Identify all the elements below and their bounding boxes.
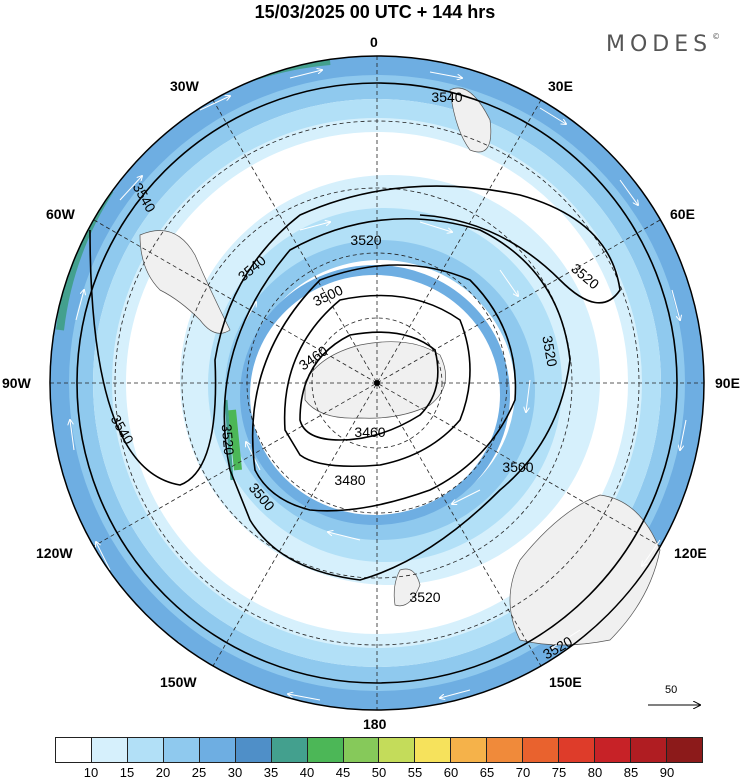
- brand-name: MODES: [606, 32, 713, 57]
- colorbar-tick-label: 30: [227, 765, 243, 780]
- colorbar-tick-label: 60: [443, 765, 459, 780]
- graticule: [50, 56, 704, 710]
- colorbar-cell: [127, 738, 164, 762]
- colorbar-tick-label: 85: [623, 765, 639, 780]
- colorbar-tick-label: 45: [335, 765, 351, 780]
- lon-label-90w: 90W: [2, 375, 31, 391]
- colorbar-cell: [56, 738, 92, 762]
- lon-label-30e: 30E: [548, 78, 573, 94]
- lon-label-150e: 150E: [549, 674, 582, 690]
- page-title: 15/03/2025 00 UTC + 144 hrs: [254, 2, 496, 22]
- colorbar-cell: [451, 738, 488, 762]
- colorbar-tick-label: 55: [407, 765, 423, 780]
- vector-scale-label: 50: [665, 684, 678, 696]
- colorbar-tick-label: 75: [551, 765, 567, 780]
- colorbar-cell: [163, 738, 200, 762]
- contour-label-12: 3500: [502, 459, 533, 475]
- south-pole-marker: [374, 380, 380, 386]
- colorbar-cell: [487, 738, 524, 762]
- colorbar-cell: [235, 738, 272, 762]
- brand-mark: ©: [712, 32, 721, 41]
- colorbar-tick-label: 90: [659, 765, 675, 780]
- lon-label-60w: 60W: [46, 206, 75, 222]
- colorbar-cell: [595, 738, 631, 762]
- colorbar-cell: [307, 738, 344, 762]
- colorbar-tick-label: 65: [479, 765, 495, 780]
- colorbar-cell: [379, 738, 416, 762]
- colorbar-cell: [199, 738, 236, 762]
- colorbar-cell: [559, 738, 596, 762]
- colorbar-tick-label: 25: [191, 765, 207, 780]
- colorbar-cell: [523, 738, 560, 762]
- contour-label-7: 3520: [539, 334, 560, 368]
- lon-label-90e: 90E: [715, 375, 740, 391]
- colorbar-tick-label: 40: [299, 765, 315, 780]
- colorbar-tick-label: 10: [83, 765, 99, 780]
- colorbar-tick-label: 20: [155, 765, 171, 780]
- colorbar-tick-label: 50: [371, 765, 387, 780]
- colorbar-cell: [631, 738, 667, 762]
- contour-label-8: 3520: [219, 423, 238, 456]
- colorbar-cell: [343, 738, 380, 762]
- contour-label-9: 3520: [409, 589, 440, 605]
- wind-vectors: [70, 70, 687, 701]
- colorbar-tick-label: 70: [515, 765, 531, 780]
- contour-label-1: 3540: [431, 89, 462, 105]
- colorbar: [55, 737, 703, 763]
- colorbar-tick-label: 80: [587, 765, 603, 780]
- colorbar-tick-label: 35: [263, 765, 279, 780]
- lon-label-150w: 150W: [160, 674, 197, 690]
- lon-label-60e: 60E: [670, 206, 695, 222]
- lon-label-120e: 120E: [674, 545, 707, 561]
- lon-label-30w: 30W: [170, 78, 199, 94]
- height-contours: [76, 82, 678, 684]
- colorbar-cell: [91, 738, 128, 762]
- brand-logo: MODES©: [606, 32, 720, 57]
- colorbar-cell: [271, 738, 308, 762]
- contour-label-14: 3480: [334, 472, 365, 488]
- colorbar-cell: [666, 738, 702, 762]
- continent-outlines: [139, 87, 661, 646]
- lon-label-0: 0: [370, 34, 378, 50]
- map-border: [49, 55, 705, 711]
- contour-label-16: 3460: [354, 424, 385, 440]
- colorbar-tick-label: 15: [119, 765, 135, 780]
- contour-label-5: 3520: [350, 232, 381, 248]
- lon-label-180: 180: [363, 716, 387, 732]
- lon-label-120w: 120W: [36, 545, 73, 561]
- colorbar-ticks: 10 15 20 25 30 35 40 45 50 55 60 65 70 75 80 85 90: [55, 765, 703, 781]
- colorbar-cell: [415, 738, 452, 762]
